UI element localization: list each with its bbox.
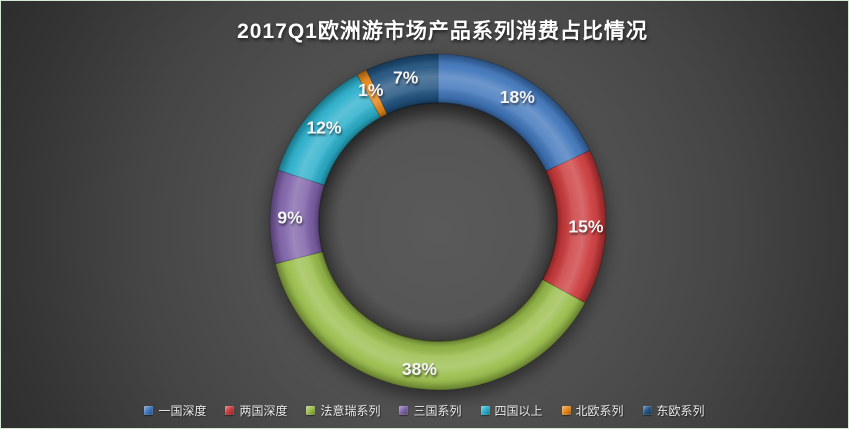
legend-item: 四国以上	[480, 402, 543, 419]
legend-label: 三国系列	[413, 404, 462, 418]
slice-percentage-label: 7%	[393, 68, 419, 88]
legend-label: 法意瑞系列	[320, 404, 381, 418]
legend-item: 两国深度	[225, 402, 287, 419]
donut-slices	[269, 53, 607, 391]
legend-color-marker	[306, 406, 316, 415]
chart-title: 2017Q1欧洲游市场产品系列消费占比情况	[237, 20, 648, 43]
legend-label: 北欧系列	[575, 404, 624, 418]
legend-label: 一国深度	[158, 404, 207, 418]
legend-label: 四国以上	[494, 404, 543, 418]
legend-color-marker	[144, 406, 154, 415]
legend-color-marker	[561, 406, 571, 415]
legend-color-marker	[642, 406, 652, 415]
legend-label: 两国深度	[239, 404, 288, 418]
legend-item: 一国深度	[144, 402, 206, 419]
legend-item: 北欧系列	[561, 402, 624, 419]
donut-chart: 18% 15% 38% 9% 12% 1% 7%	[252, 36, 624, 408]
slice-percentage-label: 15%	[568, 217, 603, 237]
legend-item: 法意瑞系列	[306, 402, 380, 419]
legend-item: 东欧系列	[642, 402, 705, 419]
legend: 一国深度 两国深度 法意瑞系列 三国系列 四国以上 北欧系列 东欧系列	[1, 402, 848, 419]
donut-slice	[437, 53, 591, 172]
slice-percentage-label: 12%	[306, 118, 341, 138]
donut-svg: 18% 15% 38% 9% 12% 1% 7%	[269, 53, 607, 391]
legend-label: 东欧系列	[656, 404, 705, 418]
slice-percentage-label: 38%	[402, 359, 437, 379]
legend-color-marker	[399, 406, 409, 415]
legend-color-marker	[480, 406, 490, 415]
slice-percentage-label: 1%	[358, 80, 384, 100]
slice-labels: 18% 15% 38% 9% 12% 1% 7%	[277, 68, 603, 379]
slice-percentage-label: 9%	[277, 207, 303, 227]
slice-percentage-label: 18%	[500, 87, 535, 107]
legend-item: 三国系列	[399, 402, 462, 419]
legend-color-marker	[225, 406, 235, 415]
